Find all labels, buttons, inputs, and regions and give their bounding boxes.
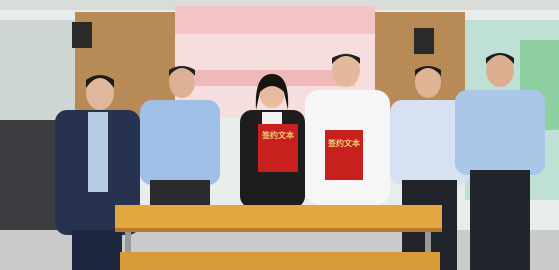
photo: 签约文本 签约文本 [0,0,559,270]
folder-label: 签约文本 [261,130,294,140]
table-front [120,252,440,270]
folder-label: 签约文本 [327,138,360,148]
folder [325,130,363,180]
person-legs [470,170,530,270]
person-shirt [88,112,108,192]
table-top [115,205,442,229]
speaker [414,28,434,54]
page: 签约文本 签约文本 (() => { const data = JSON.par… [0,0,559,270]
person-shirt [455,90,545,175]
speaker [72,22,92,48]
person-shirt [140,100,220,185]
table-edge [115,228,442,232]
screen-banner [175,6,375,34]
person-legs [72,230,122,270]
